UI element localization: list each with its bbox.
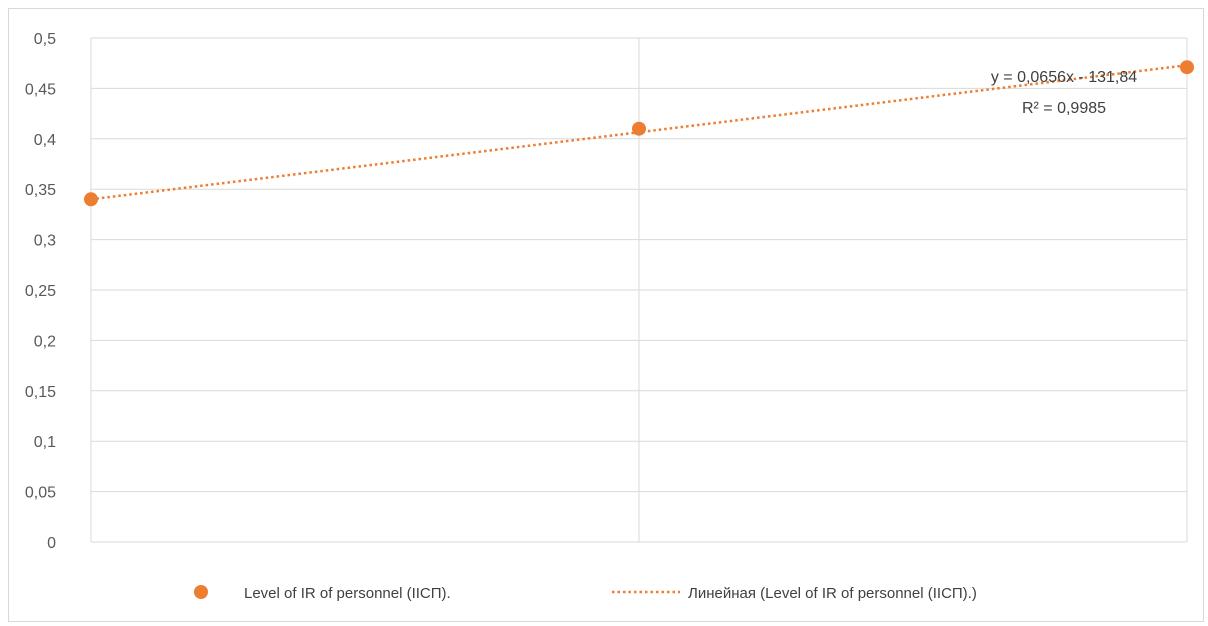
y-tick-label: 0,05 bbox=[25, 485, 56, 502]
chart-area bbox=[8, 8, 1204, 622]
y-tick-label: 0,35 bbox=[25, 182, 56, 199]
y-tick-label: 0,15 bbox=[25, 384, 56, 401]
data-point bbox=[84, 192, 98, 207]
legend-label-series: Level of IR of personnel (IIСП). bbox=[244, 585, 451, 602]
y-axis-ticks: 0 0,05 0,1 0,15 0,2 0,25 0,3 0,35 0,4 0,45 0,5 bbox=[25, 31, 56, 552]
y-tick-label: 0,4 bbox=[34, 132, 56, 149]
data-points bbox=[84, 60, 1194, 207]
legend-marker-series bbox=[194, 585, 208, 599]
y-tick-label: 0,2 bbox=[34, 333, 56, 350]
data-point bbox=[1180, 60, 1194, 75]
y-tick-label: 0,1 bbox=[34, 434, 56, 451]
y-tick-label: 0,3 bbox=[34, 233, 56, 250]
trendline-equation: y = 0,0656x - 131,84 bbox=[991, 69, 1137, 86]
gridlines bbox=[90, 37, 1188, 543]
legend-label-trendline: Линейная (Level of IR of personnel (IIСП… bbox=[688, 585, 977, 602]
data-point bbox=[632, 121, 646, 136]
y-tick-label: 0,45 bbox=[25, 81, 56, 98]
y-tick-label: 0,25 bbox=[25, 283, 56, 300]
trendline-r-squared: R² = 0,9985 bbox=[1022, 100, 1106, 117]
y-tick-label: 0,5 bbox=[34, 31, 56, 48]
legend: Level of IR of personnel (IIСП). Линейна… bbox=[194, 585, 977, 602]
y-tick-label: 0 bbox=[47, 535, 56, 552]
